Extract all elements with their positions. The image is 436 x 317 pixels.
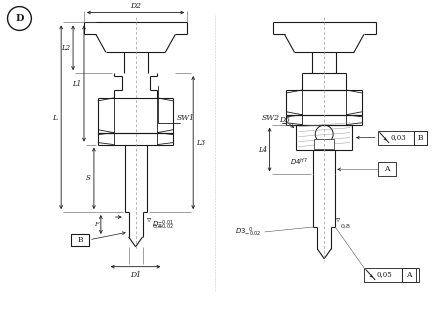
Text: $\triangledown$: $\triangledown$ — [335, 215, 341, 223]
Bar — [378, 162, 396, 176]
Text: L: L — [51, 114, 57, 122]
Bar — [378, 131, 427, 145]
Text: D1: D1 — [130, 271, 141, 279]
Text: B: B — [418, 134, 423, 142]
Text: F: F — [94, 223, 98, 228]
Text: SW1: SW1 — [177, 114, 195, 122]
Text: L2: L2 — [61, 44, 71, 52]
Text: 0,03: 0,03 — [391, 134, 406, 142]
Bar — [364, 268, 419, 281]
Text: $D3^{\ \ 0}_{-0.02}$: $D3^{\ \ 0}_{-0.02}$ — [235, 225, 261, 239]
Text: D5: D5 — [279, 116, 290, 124]
Text: D2: D2 — [130, 2, 141, 10]
Bar — [414, 131, 427, 145]
Text: 0,8: 0,8 — [153, 223, 163, 229]
Text: 0,8: 0,8 — [341, 223, 351, 229]
Bar — [314, 139, 334, 149]
Bar — [71, 234, 89, 246]
Text: D: D — [15, 14, 24, 23]
Text: $D^{-0.01}_{-0.02}$: $D^{-0.01}_{-0.02}$ — [152, 218, 174, 232]
Text: B: B — [77, 236, 83, 244]
Text: L1: L1 — [72, 80, 82, 88]
Text: $\triangledown$: $\triangledown$ — [146, 215, 153, 223]
Text: L3: L3 — [197, 139, 206, 146]
Text: S: S — [85, 174, 90, 182]
Text: L4: L4 — [258, 146, 267, 153]
Text: A: A — [384, 165, 389, 173]
Text: SW2: SW2 — [262, 114, 279, 122]
Text: A: A — [406, 271, 411, 279]
Bar — [402, 268, 416, 281]
Text: 0,05: 0,05 — [377, 271, 393, 279]
Text: $D4^{H7}$: $D4^{H7}$ — [290, 157, 309, 168]
